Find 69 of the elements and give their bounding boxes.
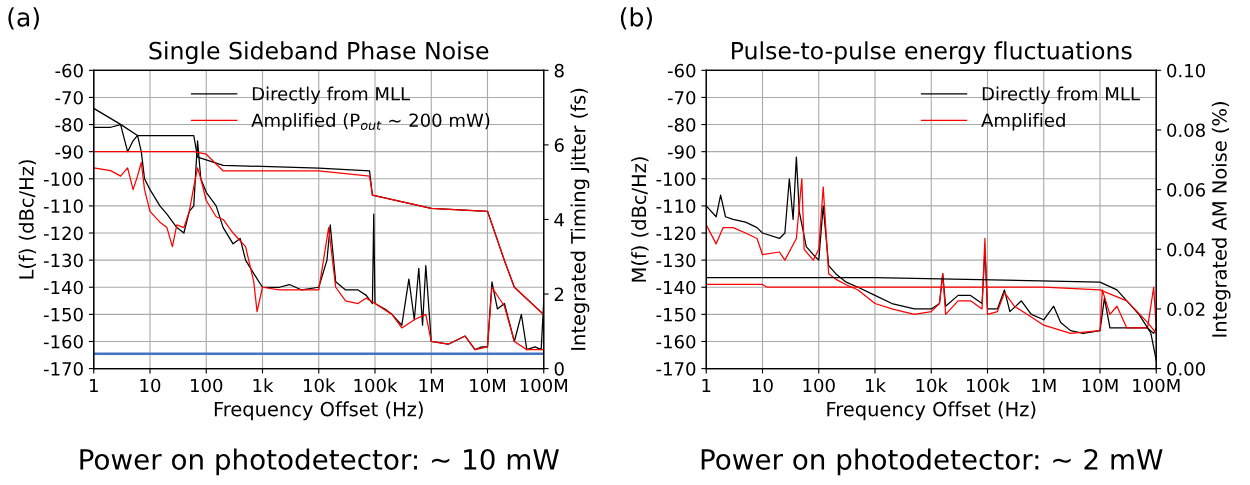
x-tick-label: 10k [916,378,948,393]
legend-label: Directly from MLL [252,86,410,105]
y-axis-title: L(f) (dBc/Hz) [18,160,37,279]
y2-tick-label: 0 [554,362,564,376]
y-tick-label: -70 [667,90,696,105]
y-tick-label: -100 [43,172,83,186]
x-axis-title: Frequency Offset (Hz) [827,401,1036,421]
y2-tick-label: 0.00 [1167,362,1205,376]
x-tick-label: 10 [140,378,161,393]
y-tick-label: -80 [667,118,696,132]
text: Power on photodetector: ~ 2 mW [701,448,1163,476]
y-tick-label: -80 [55,118,83,132]
y-tick-label: -110 [43,199,83,214]
y-axis-title: M(f) (dBc/Hz) [631,157,649,282]
chart-title: Pulse-to-pulse energy fluctuations [732,41,1132,65]
x-axis-title: Frequency Offset (Hz) [214,401,423,421]
x-tick-label: 100 [803,378,835,393]
y2-tick-label: 0.04 [1167,242,1206,257]
x-tick-label: 1k [253,378,274,393]
y-tick-label: -160 [656,334,696,349]
x-tick-label: 10M [470,378,506,393]
y2-tick-label: 4 [554,213,564,227]
x-tick-label: 1k [866,378,886,393]
y-tick-label: -140 [43,280,83,295]
y-tick-label: -130 [43,253,83,268]
legend-label: Amplified [981,113,1065,131]
y2-tick-label: 6 [554,138,564,153]
y-tick-label: -60 [55,63,83,78]
x-tick-label: 100M [520,378,568,393]
y-tick-label: -170 [656,362,696,376]
y2-tick-label: 0.02 [1167,302,1205,317]
text: (b) [620,7,652,30]
x-tick-label: 1M [1032,378,1056,393]
y2-axis-title: Integrated Timing Jitter (fs) [570,88,590,350]
y2-axis-title: Integrated AM Noise (%) [1211,102,1231,337]
y-tick-label: -90 [667,145,696,159]
text: (a) [8,7,39,30]
x-tick-label: 10M [1082,378,1118,393]
y2-tick-label: 2 [554,287,564,301]
text: Power on photodetector: ~ 10 mW [80,448,559,476]
y-tick-label: -150 [656,307,696,322]
x-tick-label: 100 [191,378,223,393]
x-tick-label: 100M [1133,378,1180,393]
y-tick-label: -170 [43,362,83,376]
y-tick-label: -100 [656,172,696,186]
chart-title: Single Sideband Phase Noise [149,41,489,65]
y-tick-label: -110 [656,199,696,214]
x-tick-label: 1 [702,378,711,393]
y-tick-label: -120 [43,226,83,241]
legend-label: Amplified (P$_{out}$ ~ 200 mW) [251,113,490,131]
y-tick-label: -140 [656,280,696,295]
legend-label: Directly from MLL [982,86,1140,105]
x-tick-label: 100k [354,378,398,393]
y2-tick-label: 8 [554,63,564,78]
y-tick-label: -60 [667,63,696,78]
y-tick-label: -160 [43,334,83,349]
y-tick-label: -90 [55,145,83,159]
x-tick-label: 10k [304,378,336,393]
x-tick-label: 1 [89,378,98,393]
y-tick-label: -120 [656,226,696,241]
x-tick-label: 10 [753,378,773,393]
y2-tick-label: 0.10 [1167,63,1205,78]
x-tick-label: 1M [419,378,444,393]
y2-tick-label: 0.08 [1167,123,1205,138]
y-tick-label: -130 [656,253,696,268]
y2-tick-label: 0.06 [1167,183,1206,197]
y-tick-label: -150 [43,307,83,322]
x-tick-label: 100k [967,378,1010,393]
y-tick-label: -70 [55,90,83,105]
